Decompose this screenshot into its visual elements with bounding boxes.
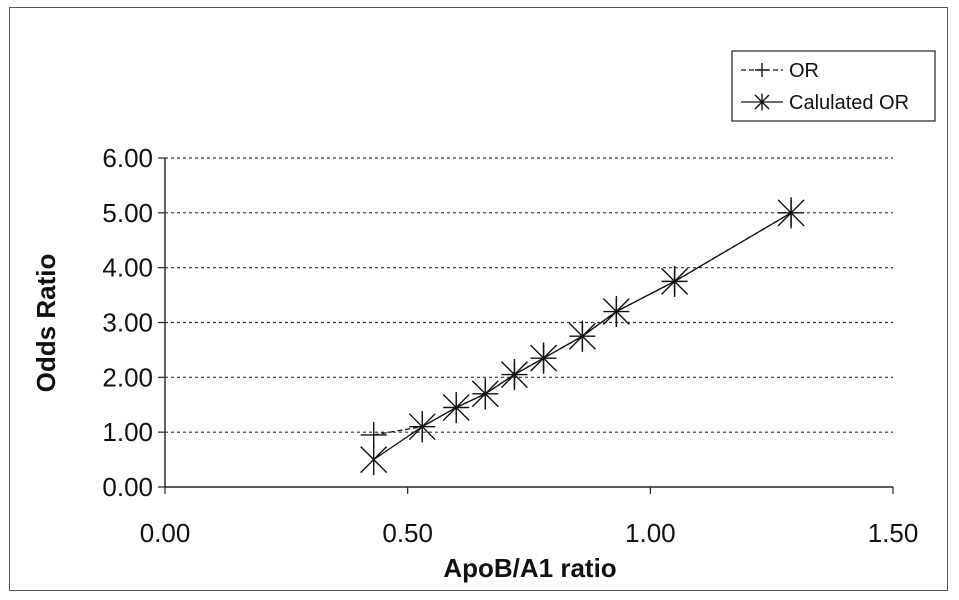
y-tick-label: 0.00 xyxy=(102,472,153,502)
y-tick-label: 2.00 xyxy=(102,362,153,392)
legend-label: OR xyxy=(789,60,819,82)
tick-labels: 0.00 1.00 2.00 3.00 4.00 5.00 6.00 0.00 0.50 1.00… xyxy=(102,143,918,548)
data-point-asterisk xyxy=(530,342,558,374)
legend-entry: Calulated OR xyxy=(741,92,909,114)
y-tick-label: 1.00 xyxy=(102,417,153,447)
data-point-asterisk xyxy=(777,197,805,229)
data-point-asterisk xyxy=(471,378,499,410)
y-tick-label: 3.00 xyxy=(102,308,153,338)
x-tick-label: 0.00 xyxy=(140,518,191,548)
legend-label: Calulated OR xyxy=(789,92,909,114)
data-point-asterisk xyxy=(360,443,388,476)
legend-marker xyxy=(754,93,770,111)
gridlines xyxy=(165,157,893,433)
legend: OR Calulated OR xyxy=(731,50,936,122)
series-line xyxy=(373,212,792,461)
y-axis-title: Odds Ratio xyxy=(31,254,61,393)
y-tick-label: 5.00 xyxy=(102,198,153,228)
x-tick-label: 1.50 xyxy=(868,518,919,548)
data-point-asterisk xyxy=(568,320,596,352)
series-calculated-or xyxy=(360,197,805,476)
legend-entry: OR xyxy=(741,60,819,82)
y-tick-label: 6.00 xyxy=(102,143,153,173)
x-axis-title: ApoB/A1 ratio xyxy=(443,553,616,583)
data-point-asterisk xyxy=(500,358,528,391)
data-point-asterisk xyxy=(408,411,436,443)
data-point-asterisk xyxy=(602,295,630,328)
data-point-plus xyxy=(360,421,387,448)
y-tick-label: 4.00 xyxy=(102,253,153,283)
legend-box xyxy=(731,50,936,122)
x-tick-label: 1.00 xyxy=(625,518,676,548)
x-tick-label: 0.50 xyxy=(382,518,433,548)
legend-marker xyxy=(755,63,769,77)
axes xyxy=(158,157,894,494)
data-point-asterisk xyxy=(661,265,689,297)
data-series xyxy=(360,197,805,476)
data-point-asterisk xyxy=(442,391,470,424)
